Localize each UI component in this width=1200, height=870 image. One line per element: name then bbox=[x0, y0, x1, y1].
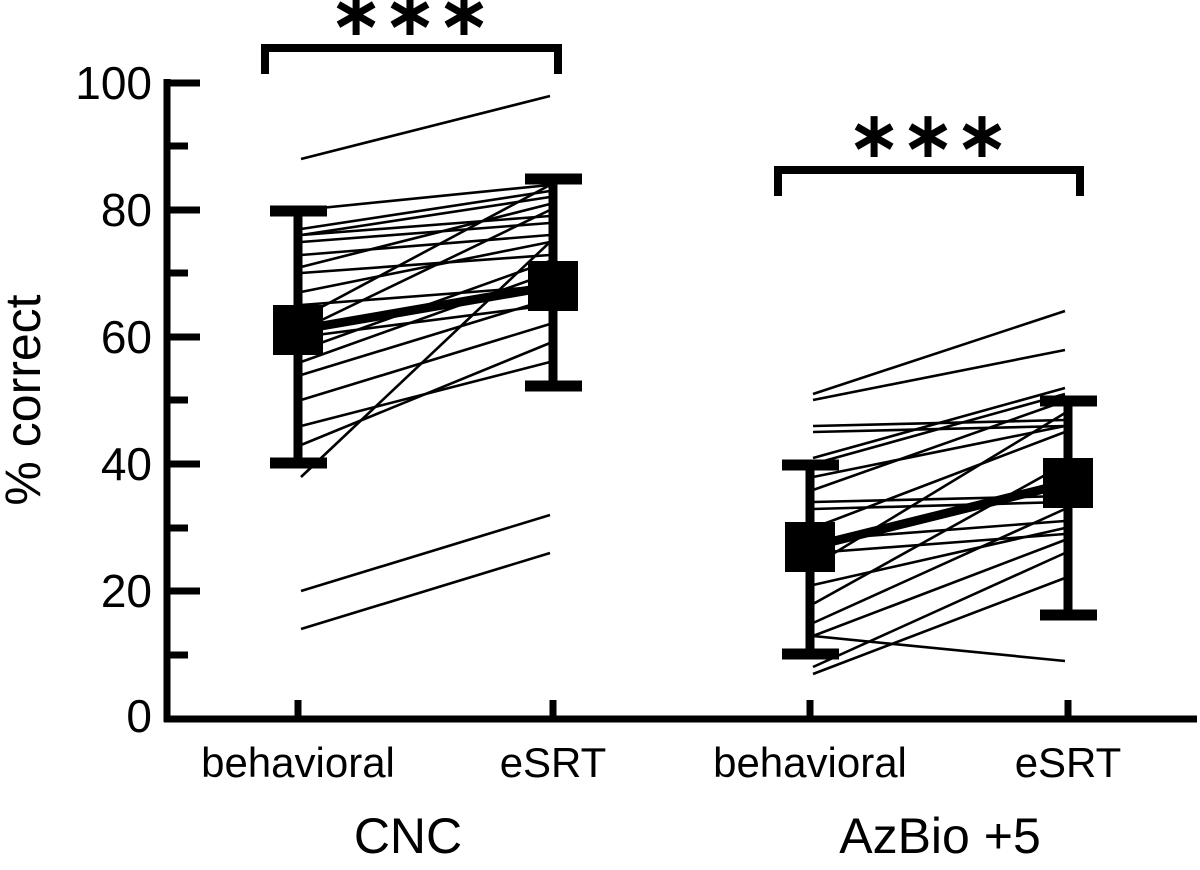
mean-marker-cnc-esrt bbox=[528, 261, 578, 311]
subject-line bbox=[300, 551, 551, 631]
y-tick-label-20: 20 bbox=[101, 565, 152, 617]
subject-lines-azbio bbox=[812, 309, 1066, 676]
subject-lines-cnc bbox=[300, 94, 551, 631]
x-axis bbox=[164, 700, 1197, 723]
subject-line bbox=[300, 214, 551, 237]
subject-line bbox=[300, 202, 551, 269]
subject-line bbox=[812, 399, 1066, 492]
y-tick-label-0: 0 bbox=[126, 690, 152, 742]
subject-line bbox=[300, 341, 551, 447]
summary-cnc bbox=[270, 173, 582, 469]
significance-stars-cnc: ∗∗∗ bbox=[330, 0, 492, 48]
subject-line bbox=[812, 576, 1066, 676]
subject-line bbox=[300, 253, 551, 275]
subject-line bbox=[300, 189, 551, 231]
group-label-azbio: AzBio +5 bbox=[839, 808, 1041, 864]
subject-line bbox=[812, 392, 1066, 466]
mean-marker-cnc-behavioral bbox=[273, 305, 323, 355]
y-tick-label-60: 60 bbox=[101, 311, 152, 363]
subject-line bbox=[300, 208, 551, 332]
subject-line bbox=[812, 348, 1066, 402]
subject-line bbox=[300, 271, 551, 364]
subject-line bbox=[300, 513, 551, 593]
significance-bracket-azbio: ∗∗∗ bbox=[774, 101, 1084, 196]
subject-line bbox=[300, 233, 551, 257]
subject-line bbox=[300, 241, 551, 478]
subject-line bbox=[300, 94, 551, 161]
subject-line bbox=[300, 183, 551, 320]
x-label-azbio-esrt: eSRT bbox=[1015, 739, 1122, 786]
subject-line bbox=[300, 297, 551, 377]
subject-line bbox=[812, 309, 1066, 396]
subject-line bbox=[812, 462, 1066, 606]
subject-line bbox=[812, 386, 1066, 460]
x-tick-labels: behavioral eSRT behavioral eSRT bbox=[201, 739, 1121, 786]
summary-azbio bbox=[782, 395, 1097, 660]
subject-line bbox=[300, 322, 551, 402]
subject-line bbox=[812, 538, 1066, 638]
subject-line bbox=[812, 507, 1066, 625]
y-axis: 100 80 60 40 20 0 bbox=[75, 57, 200, 742]
mean-connector-azbio bbox=[808, 478, 1070, 552]
subject-line bbox=[812, 500, 1066, 511]
group-labels: CNC AzBio +5 bbox=[354, 808, 1041, 864]
significance-stars-azbio: ∗∗∗ bbox=[848, 101, 1010, 170]
subject-line bbox=[812, 551, 1066, 669]
y-tick-label-40: 40 bbox=[101, 438, 152, 490]
significance-bracket-cnc: ∗∗∗ bbox=[261, 0, 562, 74]
x-label-cnc-esrt: eSRT bbox=[500, 739, 607, 786]
y-tick-label-100: 100 bbox=[75, 57, 152, 109]
y-axis-label: % correct bbox=[0, 294, 51, 505]
bracket-path-azbio bbox=[774, 166, 1084, 196]
group-label-cnc: CNC bbox=[354, 808, 462, 864]
subject-line bbox=[300, 221, 551, 244]
subject-line bbox=[300, 183, 551, 212]
subject-line bbox=[812, 634, 1066, 663]
mean-marker-azbio-esrt bbox=[1043, 458, 1093, 508]
subject-line bbox=[300, 240, 551, 294]
subject-line bbox=[812, 424, 1066, 479]
subject-line bbox=[812, 526, 1066, 587]
mean-connector-cnc bbox=[297, 281, 554, 335]
mean-marker-azbio-behavioral bbox=[785, 522, 835, 572]
bracket-path-cnc bbox=[261, 44, 562, 74]
x-label-cnc-behavioral: behavioral bbox=[201, 739, 395, 786]
y-tick-label-80: 80 bbox=[101, 184, 152, 236]
subject-line bbox=[812, 430, 1066, 530]
x-label-azbio-behavioral: behavioral bbox=[713, 739, 907, 786]
subject-line bbox=[300, 195, 551, 237]
subject-line bbox=[812, 411, 1066, 568]
